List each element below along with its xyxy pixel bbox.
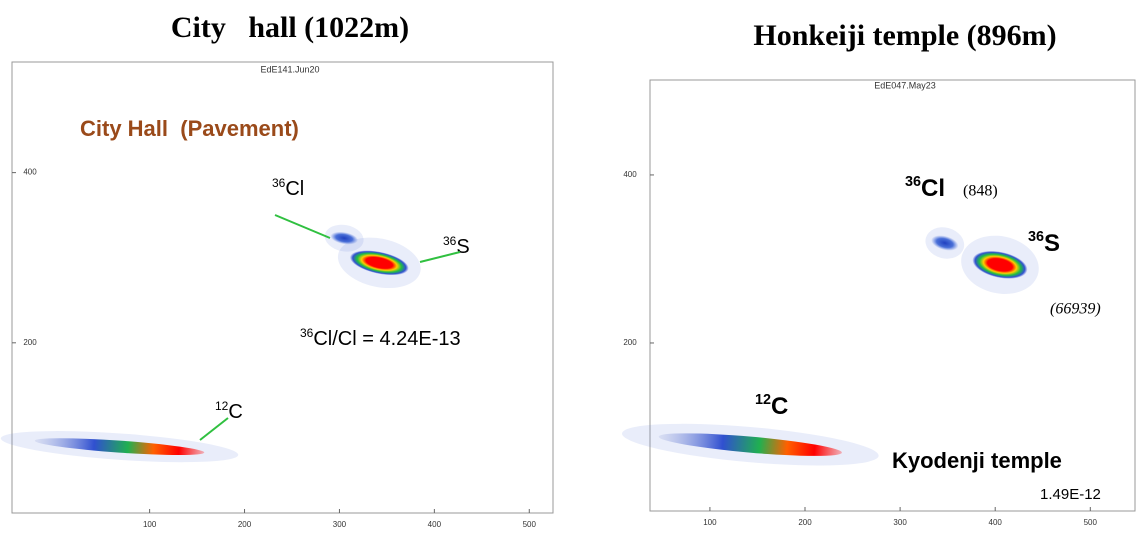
x-tick-label: 200 [798, 518, 812, 527]
run-id: EdE047.May23 [874, 80, 936, 90]
cluster-count: (66939) [1050, 301, 1101, 318]
superscript: 36 [443, 234, 457, 248]
x-tick-label: 500 [523, 520, 537, 529]
run-id: EdE141.Jun20 [260, 64, 319, 74]
label-part: C [771, 393, 788, 420]
ion-cluster [337, 237, 421, 289]
cluster-core [658, 433, 842, 456]
y-tick-label: 400 [623, 170, 637, 179]
cluster-count: (848) [963, 183, 998, 200]
ion-cluster [925, 227, 965, 259]
plot-frame [649, 79, 1136, 512]
sample-name: City Hall (Pavement) [80, 116, 299, 141]
superscript: 36 [905, 174, 921, 190]
cluster-core [972, 250, 1028, 279]
x-tick-label: 500 [1084, 518, 1098, 527]
cluster-label: 36Cl [905, 174, 945, 202]
ion-cluster [0, 431, 239, 463]
x-tick-label: 300 [893, 518, 907, 527]
superscript: 12 [755, 392, 771, 408]
label-part: S [1044, 230, 1060, 257]
x-tick-label: 100 [143, 520, 157, 529]
superscript: 12 [215, 399, 229, 413]
plot-frame [11, 61, 554, 514]
cluster-core [931, 235, 959, 251]
isotope-ratio: 36Cl/Cl = 4.24E-13 [300, 326, 461, 351]
chart-title: City hall (1022m) [171, 11, 409, 44]
superscript: 36 [272, 176, 286, 190]
superscript: 36 [1028, 229, 1044, 245]
label-part: C [228, 401, 242, 423]
ion-cluster [324, 224, 364, 252]
label-part: S [456, 236, 469, 258]
isotope-ratio: 1.49E-12 [1040, 486, 1101, 503]
y-tick-label: 400 [23, 168, 37, 177]
cluster-label: 12C [215, 399, 243, 424]
label-part: Cl/Cl = 4.24E-13 [313, 328, 460, 350]
cluster-core [330, 231, 359, 245]
x-tick-label: 100 [703, 518, 717, 527]
cluster-core [34, 438, 205, 456]
chart-title: Honkeiji temple (896m) [753, 19, 1056, 52]
superscript: 36 [300, 326, 314, 340]
cluster-core [349, 250, 409, 276]
x-tick-label: 400 [989, 518, 1003, 527]
y-tick-label: 200 [23, 338, 37, 347]
cluster-label: 36S [1028, 229, 1060, 257]
cluster-label: 12C [755, 392, 788, 420]
sample-name: Kyodenji temple [892, 448, 1062, 473]
label-part: Cl [921, 175, 945, 202]
x-tick-label: 300 [333, 520, 347, 529]
x-tick-label: 200 [238, 520, 252, 529]
ion-cluster [621, 423, 879, 466]
label-part: Cl [285, 178, 304, 200]
leader-line [419, 251, 461, 263]
leader-line [199, 417, 229, 441]
x-tick-label: 400 [428, 520, 442, 529]
ion-cluster [961, 235, 1039, 294]
cluster-label: 36Cl [272, 176, 304, 201]
y-tick-label: 200 [623, 338, 637, 347]
leader-line [274, 214, 331, 239]
